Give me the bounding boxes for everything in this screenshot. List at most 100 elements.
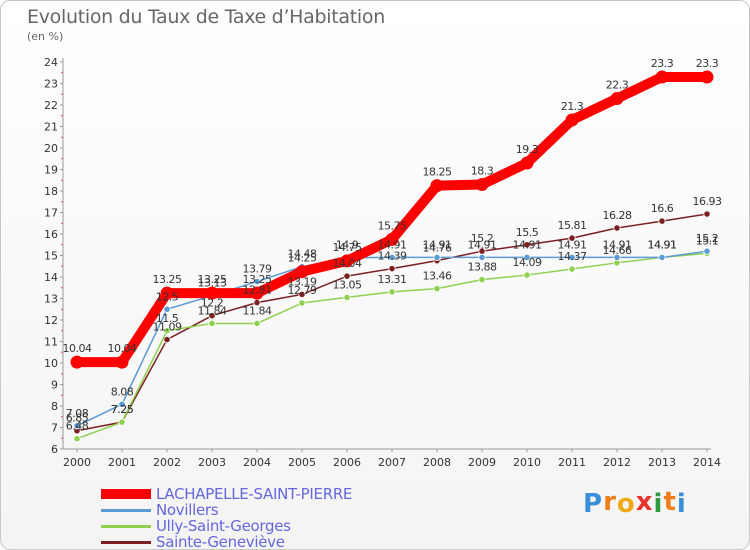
data-label: 12.79 bbox=[288, 284, 317, 297]
legend-swatch bbox=[101, 489, 151, 499]
x-tick-label: 2006 bbox=[333, 456, 361, 469]
x-tick-label: 2001 bbox=[108, 456, 136, 469]
data-label: 19.3 bbox=[516, 143, 539, 156]
data-point bbox=[568, 234, 576, 242]
x-tick-label: 2013 bbox=[648, 456, 676, 469]
data-point bbox=[523, 253, 531, 262]
data-label: 23.3 bbox=[696, 57, 719, 70]
data-label: 18.3 bbox=[471, 165, 494, 178]
x-tick-label: 2010 bbox=[513, 456, 541, 469]
legend-label: LACHAPELLE-SAINT-PIERRE bbox=[156, 485, 353, 503]
x-tick-label: 2004 bbox=[243, 456, 271, 469]
y-tick-label: 15 bbox=[44, 250, 58, 263]
legend-label: Ully-Saint-Georges bbox=[156, 517, 291, 535]
y-tick-label: 12 bbox=[44, 314, 58, 327]
x-tick-label: 2009 bbox=[468, 456, 496, 469]
data-point bbox=[73, 422, 81, 430]
data-point bbox=[343, 272, 351, 280]
y-tick-label: 6 bbox=[51, 443, 58, 456]
y-tick-label: 20 bbox=[44, 142, 58, 155]
data-point bbox=[430, 179, 444, 193]
data-label: 14.91 bbox=[423, 238, 452, 251]
legend-swatch bbox=[101, 525, 151, 528]
data-label: 13.79 bbox=[243, 263, 272, 276]
data-point bbox=[163, 335, 171, 344]
logo-letter: r bbox=[603, 487, 617, 517]
data-label: 14.39 bbox=[378, 250, 407, 263]
data-label: 12.2 bbox=[201, 297, 224, 310]
data-label: 10.04 bbox=[63, 342, 92, 355]
data-point bbox=[388, 288, 396, 296]
data-point bbox=[163, 327, 171, 335]
data-label: 16.6 bbox=[651, 202, 674, 215]
legend-label: Novillers bbox=[156, 501, 219, 519]
data-point bbox=[160, 286, 174, 300]
data-label: 13.05 bbox=[333, 278, 362, 291]
data-label: 14.9 bbox=[336, 239, 359, 252]
legend-swatch bbox=[101, 509, 151, 512]
data-point bbox=[343, 293, 351, 302]
data-label: 7.25 bbox=[111, 403, 134, 416]
data-label: 13.46 bbox=[423, 270, 452, 283]
y-tick-label: 18 bbox=[44, 185, 58, 198]
x-tick-label: 2014 bbox=[693, 456, 721, 469]
y-tick-label: 21 bbox=[44, 121, 58, 134]
data-label: 13.31 bbox=[378, 273, 407, 286]
data-label: 16.28 bbox=[603, 209, 632, 222]
data-point bbox=[208, 319, 216, 328]
data-point bbox=[475, 178, 489, 192]
data-label: 23.3 bbox=[651, 57, 674, 70]
data-point bbox=[565, 113, 579, 127]
y-tick-label: 13 bbox=[44, 293, 58, 306]
data-label: 16.93 bbox=[693, 195, 722, 208]
data-label: 13.88 bbox=[468, 261, 497, 274]
data-point bbox=[295, 265, 309, 279]
y-tick-label: 23 bbox=[44, 78, 58, 91]
data-point bbox=[433, 285, 441, 293]
data-label: 7.08 bbox=[66, 407, 89, 420]
data-point bbox=[253, 319, 261, 328]
legend-swatch bbox=[101, 541, 151, 544]
data-point bbox=[523, 241, 531, 249]
data-point bbox=[205, 286, 219, 300]
data-label: 14.04 bbox=[333, 257, 362, 270]
data-point bbox=[703, 210, 711, 218]
data-label: 14.91 bbox=[513, 238, 542, 251]
y-tick-label: 24 bbox=[44, 56, 58, 69]
data-point bbox=[658, 253, 666, 262]
data-label: 10.04 bbox=[108, 342, 137, 355]
data-point bbox=[118, 400, 126, 408]
x-tick-label: 2007 bbox=[378, 456, 406, 469]
data-label: 13.25 bbox=[153, 273, 182, 286]
data-label: 11.84 bbox=[198, 304, 227, 317]
logo-letter: i bbox=[653, 489, 664, 519]
data-point bbox=[388, 265, 396, 273]
x-tick-label: 2008 bbox=[423, 456, 451, 469]
data-label: 14.66 bbox=[603, 244, 632, 257]
data-label: 14.91 bbox=[603, 238, 632, 251]
data-label: 13.13 bbox=[198, 277, 227, 290]
data-point bbox=[70, 355, 84, 369]
data-label: 15.2 bbox=[471, 232, 494, 245]
data-label: 15.75 bbox=[378, 219, 407, 232]
data-point bbox=[298, 299, 306, 307]
data-point bbox=[523, 271, 531, 279]
x-tick-label: 2012 bbox=[603, 456, 631, 469]
y-tick-label: 14 bbox=[44, 271, 58, 284]
x-tick-label: 2005 bbox=[288, 456, 316, 469]
data-label: 13.25 bbox=[198, 273, 227, 286]
data-label: 21.3 bbox=[561, 100, 584, 113]
data-label: 11.5 bbox=[156, 312, 179, 325]
data-point bbox=[700, 70, 714, 84]
logo-letter: o bbox=[616, 489, 636, 519]
data-point bbox=[568, 265, 576, 273]
data-point bbox=[73, 435, 81, 443]
data-label: 11.84 bbox=[243, 304, 272, 317]
data-label: 13.19 bbox=[288, 275, 317, 288]
data-point bbox=[658, 217, 666, 225]
chart-subtitle: (en %) bbox=[27, 30, 64, 43]
y-tick-label: 17 bbox=[44, 207, 58, 220]
data-label: 22.3 bbox=[606, 79, 629, 92]
logo-letter: P bbox=[583, 489, 604, 519]
